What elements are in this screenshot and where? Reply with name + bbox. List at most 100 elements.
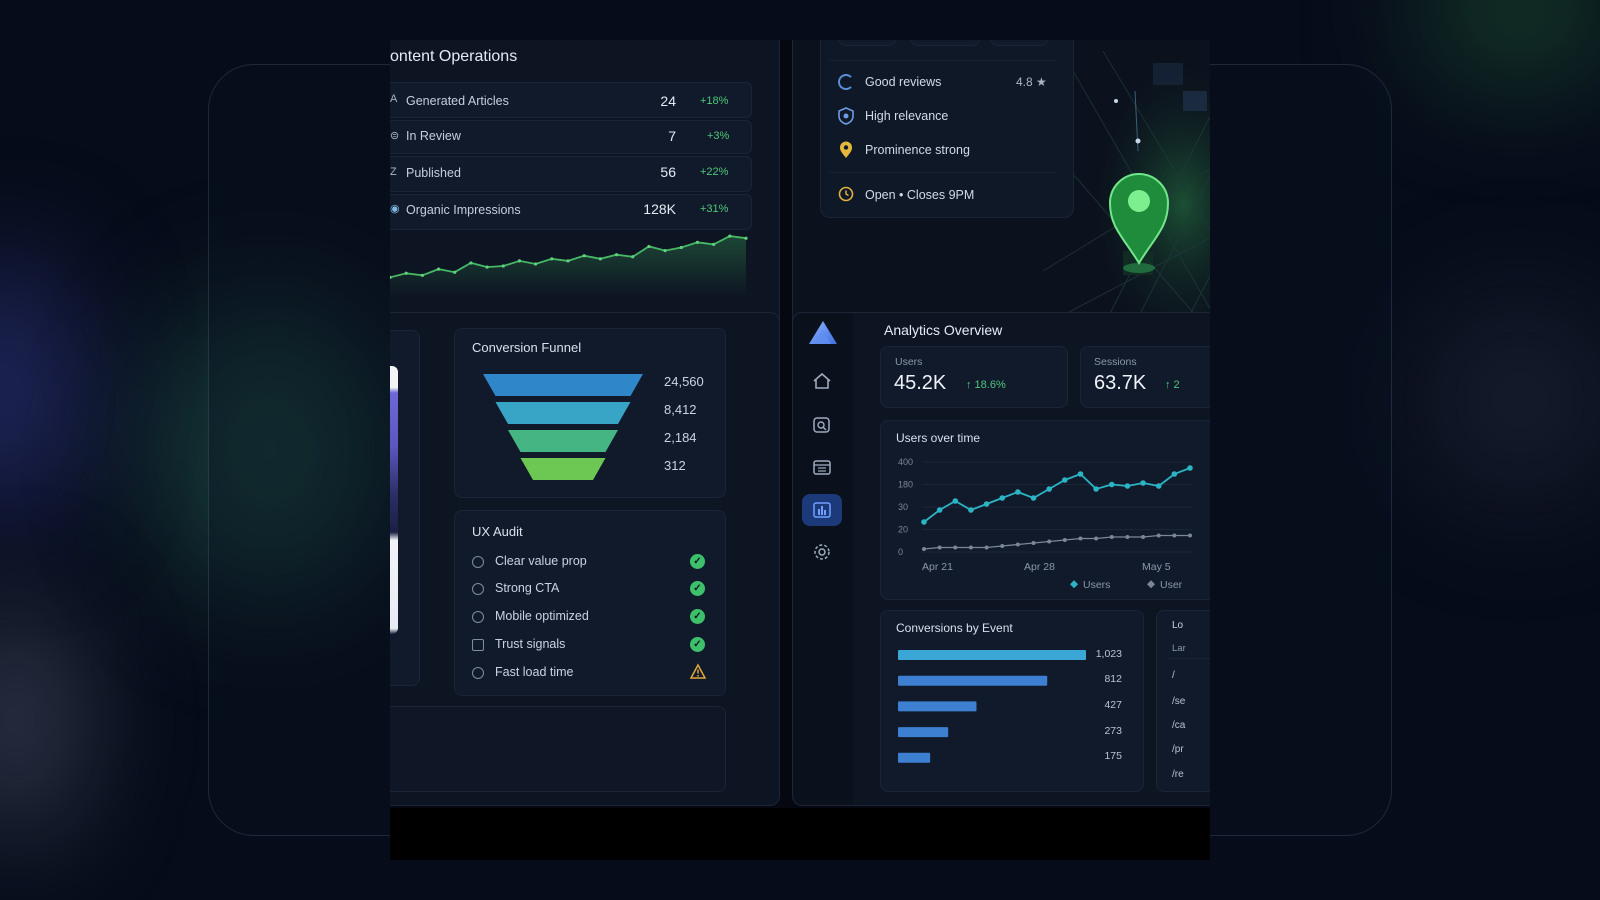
series-point bbox=[1172, 533, 1177, 538]
page-row[interactable]: /pr bbox=[1172, 744, 1184, 755]
row-delta: +31% bbox=[700, 203, 729, 215]
kpi-label: Sessions bbox=[1094, 356, 1137, 368]
clock-icon bbox=[838, 186, 854, 202]
profile-chip[interactable] bbox=[990, 40, 1048, 46]
page-row[interactable]: /ca bbox=[1172, 720, 1186, 731]
sparkline-point bbox=[614, 253, 619, 257]
conversion-bar bbox=[898, 650, 1086, 660]
row-delta: +3% bbox=[707, 130, 730, 142]
funnel-value: 312 bbox=[664, 458, 686, 473]
bar-chart-icon[interactable] bbox=[812, 501, 832, 519]
rating-value: 4.8 ★ bbox=[1016, 75, 1047, 89]
funnel-stage bbox=[495, 402, 631, 424]
background-glow bbox=[150, 300, 390, 600]
conversions-bar-chart bbox=[898, 650, 1086, 763]
bar-value: 427 bbox=[1104, 699, 1122, 711]
analytics-title: Analytics Overview bbox=[884, 322, 1003, 338]
series-point bbox=[1109, 535, 1114, 539]
top-pages-card bbox=[1156, 610, 1210, 792]
logo-icon bbox=[809, 321, 837, 344]
conversion-bar bbox=[898, 752, 931, 763]
row-label: Organic Impressions bbox=[406, 203, 521, 217]
page-row[interactable]: /re bbox=[1172, 769, 1184, 780]
profile-item-label: Good reviews bbox=[865, 75, 942, 89]
sparkline-point bbox=[453, 270, 457, 274]
users-over-time-card bbox=[880, 420, 1210, 600]
profile-chip[interactable] bbox=[910, 40, 980, 46]
page-row[interactable]: /se bbox=[1172, 696, 1186, 707]
series-point bbox=[952, 498, 959, 504]
sparkline-point bbox=[501, 264, 505, 268]
sparkline-point bbox=[744, 236, 748, 240]
business-profile-card bbox=[820, 40, 1074, 218]
sparkline-point bbox=[679, 245, 683, 250]
series-point bbox=[1046, 486, 1052, 492]
x-tick: May 5 bbox=[1142, 561, 1171, 573]
row-label: Published bbox=[406, 166, 461, 180]
row-value: 7 bbox=[668, 128, 676, 144]
profile-chip[interactable] bbox=[838, 40, 896, 46]
check-icon: ✓ bbox=[690, 637, 705, 652]
warning-icon bbox=[689, 663, 707, 679]
sparkline-point bbox=[436, 267, 441, 271]
speed-icon bbox=[472, 667, 484, 679]
funnel-title: Conversion Funnel bbox=[472, 340, 582, 355]
row-value: 128K bbox=[643, 201, 676, 217]
row-value: 24 bbox=[660, 93, 676, 109]
audit-label: Clear value prop bbox=[495, 554, 587, 568]
kpi-card-sessions[interactable] bbox=[1080, 346, 1210, 408]
content-row-card bbox=[390, 82, 752, 118]
bar-value: 175 bbox=[1104, 750, 1122, 762]
check-icon: ✓ bbox=[690, 554, 705, 569]
series-line bbox=[923, 534, 1190, 550]
series-point bbox=[1093, 486, 1099, 492]
legend-marker: ◆ bbox=[1070, 578, 1079, 590]
home-icon[interactable] bbox=[812, 372, 832, 390]
page-row[interactable]: / bbox=[1172, 670, 1175, 681]
trust-icon bbox=[472, 639, 484, 651]
sparkline-point bbox=[534, 262, 538, 266]
sparkline-point bbox=[566, 259, 570, 263]
check-icon: ✓ bbox=[690, 609, 705, 624]
sparkline-point bbox=[631, 255, 635, 259]
series-point bbox=[1015, 542, 1020, 547]
y-tick: 400 bbox=[898, 457, 913, 467]
x-tick: Apr 21 bbox=[922, 561, 953, 573]
profile-item-label: High relevance bbox=[865, 109, 949, 123]
series-point bbox=[1140, 480, 1146, 486]
calendar-icon[interactable] bbox=[812, 458, 832, 476]
bottom-bar bbox=[390, 808, 1210, 860]
search-icon[interactable] bbox=[812, 416, 832, 434]
sparkline-point bbox=[598, 257, 602, 261]
series-point bbox=[936, 507, 943, 513]
content-row-card bbox=[390, 156, 752, 192]
y-tick: 20 bbox=[898, 525, 908, 535]
sparkline-point bbox=[712, 242, 716, 246]
kpi-card-users[interactable] bbox=[880, 346, 1068, 408]
divider bbox=[830, 60, 1056, 61]
audit-label: Fast load time bbox=[495, 665, 574, 679]
series-point bbox=[922, 547, 926, 551]
y-tick: 180 bbox=[898, 480, 913, 490]
funnel-stage bbox=[508, 430, 618, 452]
check-circle-icon bbox=[472, 556, 484, 568]
bar-value: 812 bbox=[1104, 673, 1122, 685]
location-pin-icon bbox=[840, 141, 852, 158]
conversion-bar bbox=[898, 727, 949, 738]
series-point bbox=[1000, 544, 1005, 548]
profile-item-label: Open • Closes 9PM bbox=[865, 188, 975, 202]
series-point bbox=[1062, 477, 1068, 483]
pages-header: Lo bbox=[1172, 620, 1184, 631]
sparkline-point bbox=[582, 254, 586, 258]
sparkline-point bbox=[517, 259, 522, 263]
series-point bbox=[1094, 536, 1099, 541]
legend-label: User bbox=[1160, 579, 1183, 591]
empty-card bbox=[390, 706, 726, 792]
gear-icon[interactable] bbox=[812, 542, 832, 562]
sparkline-point bbox=[550, 257, 554, 261]
conversion-bar bbox=[898, 675, 1048, 686]
sparkline-point bbox=[663, 248, 667, 253]
globe-icon: ◉ bbox=[390, 203, 400, 215]
series-point bbox=[1015, 489, 1021, 495]
series-point bbox=[1031, 541, 1036, 545]
